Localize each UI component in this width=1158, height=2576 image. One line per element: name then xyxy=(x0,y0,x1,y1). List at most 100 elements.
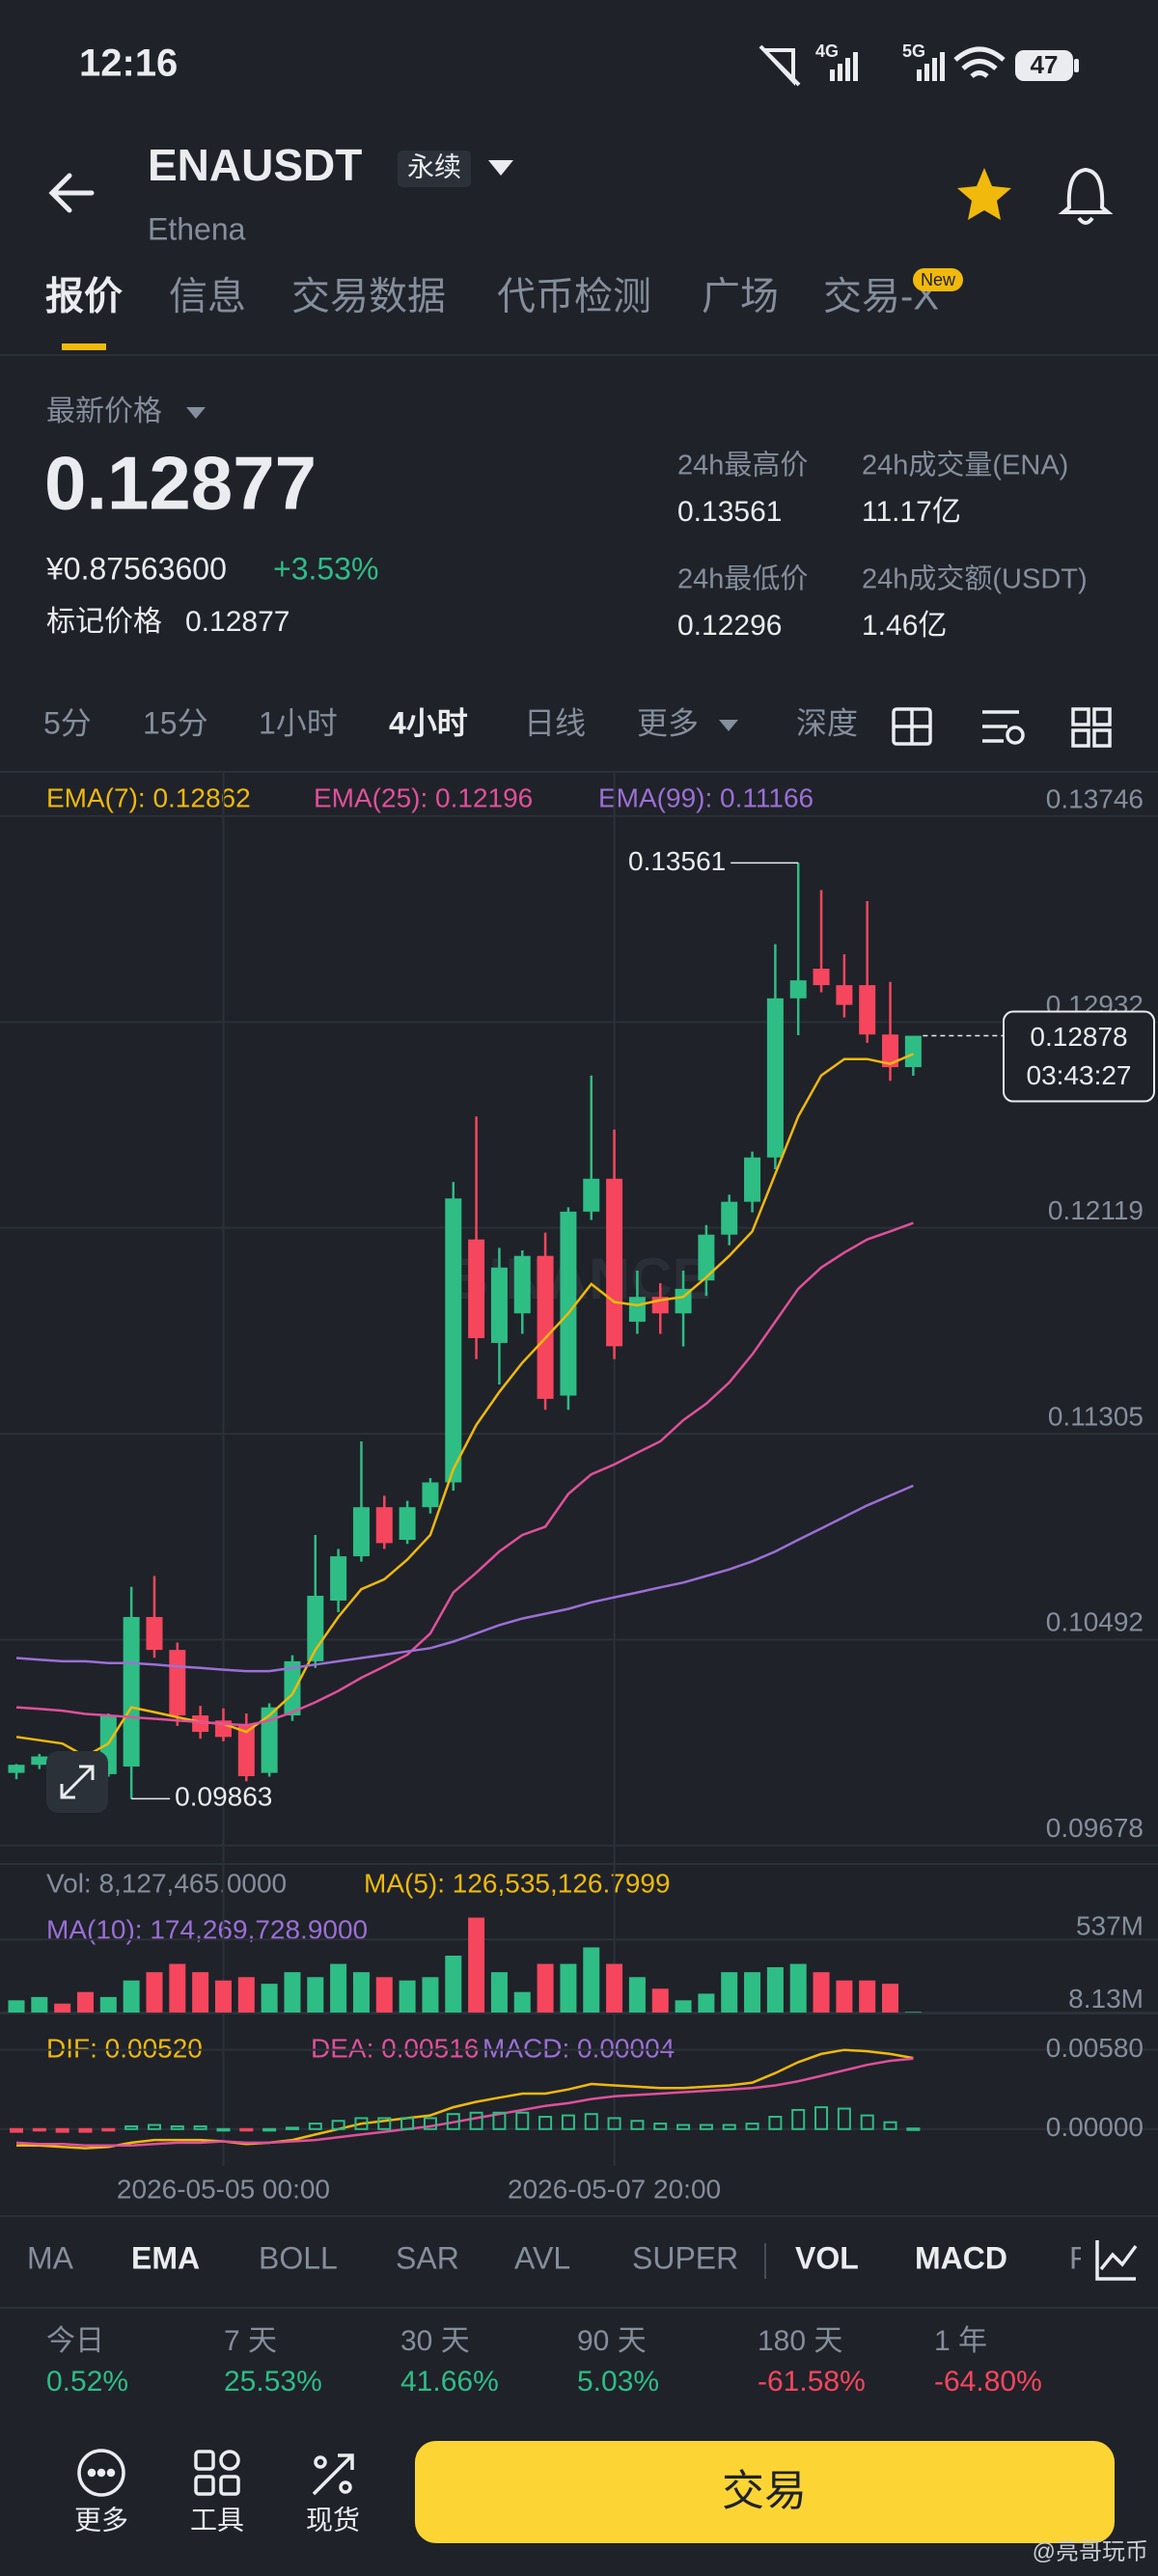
candle-body xyxy=(399,1507,416,1541)
more-dropdown[interactable] xyxy=(719,720,738,731)
candle-body xyxy=(813,969,830,986)
volume-bar xyxy=(99,1996,117,2014)
tab[interactable]: 代币检测 xyxy=(497,276,651,318)
indicator-settings[interactable] xyxy=(1095,2240,1138,2281)
countdown: 03:43:27 xyxy=(1027,1060,1132,1090)
expand-button[interactable] xyxy=(46,1751,108,1813)
macd-bar xyxy=(492,2111,507,2130)
candle-body xyxy=(468,1239,485,1338)
volume-bar xyxy=(651,1988,669,2014)
macd-bar xyxy=(860,2114,874,2130)
macd-line xyxy=(16,2048,914,2150)
candle-body xyxy=(192,1715,209,1733)
macd-bar xyxy=(745,2123,759,2130)
vol-legend: Vol: 8,127,465.0000 xyxy=(46,1868,287,1898)
indicator-tab[interactable]: SAR xyxy=(396,2240,459,2275)
interval[interactable]: 1小时 xyxy=(259,705,338,740)
indicator-tab[interactable]: MA xyxy=(27,2240,74,2275)
return-label: 1 年 xyxy=(934,2325,987,2357)
volume-bar xyxy=(675,2000,692,2014)
candle-body xyxy=(537,1255,554,1399)
high-label: 0.13561 xyxy=(628,846,726,876)
symbol-dropdown[interactable] xyxy=(488,160,513,176)
macd-bar xyxy=(308,2123,322,2130)
interval[interactable]: 更多 xyxy=(637,705,699,740)
tab-indicator xyxy=(62,343,106,350)
candle-body xyxy=(8,1765,25,1773)
y-tick-label: 8.13M xyxy=(1068,1984,1144,2014)
interval[interactable]: 深度 xyxy=(796,705,858,740)
return-label: 7 天 xyxy=(224,2325,277,2357)
interval[interactable]: 5分 xyxy=(43,705,92,740)
candle-body xyxy=(123,1617,140,1768)
ema-legend: EMA(99): 0.11166 xyxy=(598,782,813,812)
macd-bar xyxy=(676,2124,691,2130)
trade-button-label[interactable]: 交易 xyxy=(722,2468,807,2515)
indicator-tab[interactable]: SUPER xyxy=(632,2240,738,2275)
macd-bar xyxy=(262,2127,277,2132)
stat-value: 0.13561 xyxy=(677,496,782,528)
volume-bar xyxy=(537,1963,554,2014)
last-price-box xyxy=(1003,1010,1155,1103)
volume-bar xyxy=(76,1991,94,2014)
macd-legend: DIF: 0.00520 xyxy=(46,2033,203,2063)
volume-bar xyxy=(606,1963,623,2014)
ema-line xyxy=(15,1484,914,1673)
volume-bar xyxy=(513,1991,531,2014)
volume-bar xyxy=(766,1967,784,2014)
indicator-tab[interactable]: AVL xyxy=(514,2240,570,2275)
status-time: 12:16 xyxy=(79,42,178,85)
price-dropdown[interactable] xyxy=(186,407,206,419)
volume-bar xyxy=(721,1972,738,2014)
nav-label[interactable]: 工具 xyxy=(190,2505,244,2535)
interval[interactable]: 4小时 xyxy=(389,705,468,740)
y-tick-label: 0.00580 xyxy=(1046,2033,1144,2063)
volume-bar xyxy=(399,1980,416,2014)
nav-label[interactable]: 更多 xyxy=(74,2505,128,2535)
candle-body xyxy=(859,985,876,1035)
candle-body xyxy=(445,1198,462,1483)
vol-legend: MA(5): 126,535,126.7999 xyxy=(364,1868,671,1898)
nav-icons[interactable] xyxy=(77,2449,354,2497)
alert-bell[interactable] xyxy=(1058,167,1114,225)
indicator-tab[interactable]: BOLL xyxy=(259,2240,338,2275)
indicator-tab[interactable]: VOL xyxy=(795,2240,859,2275)
stat-label: 24h最高价 xyxy=(677,450,808,481)
tab[interactable]: 交易数据 xyxy=(291,276,446,318)
battery-level: 47 xyxy=(1031,50,1059,79)
y-tick-label: 0.13746 xyxy=(1046,783,1144,813)
chart-tools[interactable] xyxy=(892,707,1112,748)
ema-line xyxy=(15,1053,914,1758)
volume-bar xyxy=(789,1963,807,2014)
change: +3.53% xyxy=(273,551,378,586)
candle-body xyxy=(721,1201,738,1235)
new-badge-bg xyxy=(913,268,963,291)
tab[interactable]: 报价 xyxy=(45,276,123,318)
tab[interactable]: 广场 xyxy=(702,276,779,318)
indicator-tab[interactable]: EMA xyxy=(131,2240,200,2275)
volume-bar xyxy=(836,1980,853,2014)
mark-label: 标记价格 xyxy=(46,606,162,638)
indicator-tab[interactable]: MACD xyxy=(915,2240,1007,2275)
nav-label[interactable]: 现货 xyxy=(306,2505,360,2535)
macd-bar xyxy=(285,2126,299,2130)
y-tick-label: 0.09678 xyxy=(1046,1813,1144,1843)
back-button[interactable] xyxy=(48,173,95,213)
volume-bar xyxy=(859,1980,876,2014)
interval[interactable]: 日线 xyxy=(524,705,586,740)
price-label: 最新价格 xyxy=(46,396,162,427)
return-label: 180 天 xyxy=(758,2325,842,2357)
macd-bar xyxy=(354,2117,369,2130)
macd-bar xyxy=(170,2124,184,2130)
y-tick-label: 0.12119 xyxy=(1048,1195,1144,1225)
macd-bar xyxy=(722,2124,736,2130)
return-label: 30 天 xyxy=(400,2325,470,2357)
macd-bar xyxy=(906,2127,921,2131)
return-value: 0.52% xyxy=(46,2366,128,2398)
favorite-star[interactable] xyxy=(957,168,1011,220)
trade-button[interactable] xyxy=(415,2441,1115,2543)
interval[interactable]: 15分 xyxy=(143,705,208,740)
macd-bar xyxy=(216,2127,231,2132)
macd-bar xyxy=(538,2116,553,2130)
tab[interactable]: 信息 xyxy=(169,276,246,318)
